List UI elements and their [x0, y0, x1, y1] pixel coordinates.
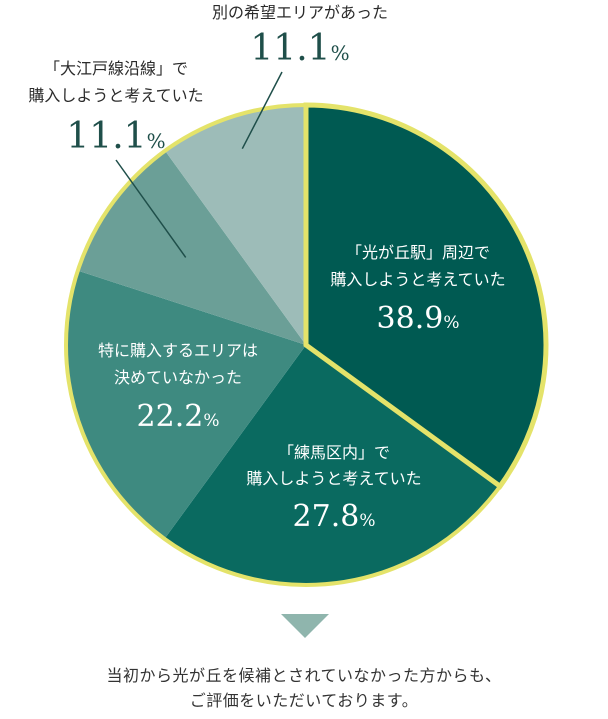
slice-value-4: 11.1%: [250, 28, 349, 69]
pie-slice-1: [164, 345, 501, 585]
slice-value-0: 38.9%: [377, 301, 460, 336]
highlight-slice-outline: [303, 102, 549, 490]
pie-slice-4: [165, 105, 306, 345]
slice-label-4-line-0: 別の希望エリアがあった: [212, 3, 388, 22]
slice-label-2-line-0: 特に購入するエリアは: [98, 341, 258, 360]
slice-label-3-line-0: 「大江戸線沿線」で: [44, 59, 188, 78]
footer-caption-line-2: ご評価をいただいております。: [189, 691, 419, 710]
leader-line-3: [115, 159, 187, 258]
slice-label-0-line-1: 購入しようと考えていた: [330, 270, 505, 289]
down-arrow-icon: [281, 614, 329, 638]
pie-slice-0: [306, 105, 546, 487]
slice-value-1: 27.8%: [293, 499, 376, 534]
slice-label-1-line-1: 購入しようと考えていた: [246, 469, 421, 488]
slice-label-0-line-0: 「光が丘駅」周辺で: [346, 243, 490, 262]
slice-value-2: 22.2%: [137, 399, 220, 434]
slice-value-3: 11.1%: [66, 116, 165, 157]
pie-slice-3: [77, 150, 306, 345]
slice-label-2-line-1: 決めていなかった: [114, 368, 242, 387]
footer-caption-line-1: 当初から光が丘を候補とされていなかった方からも、: [106, 666, 502, 685]
pie-slice-2: [66, 270, 306, 539]
slice-label-1-line-0: 「練馬区内」で: [278, 443, 390, 462]
leader-line-4: [241, 71, 283, 150]
slice-label-3-line-1: 購入しようと考えていた: [28, 86, 203, 105]
